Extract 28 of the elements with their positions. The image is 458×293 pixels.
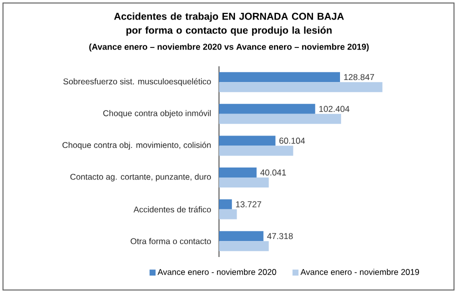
bar [219,231,264,242]
y-tick-label: Contacto ag. cortante, punzante, duro [70,174,211,182]
bar [219,136,276,146]
bar [219,114,342,124]
legend-label: Avance enero - noviembre 2020 [158,268,276,275]
bar [219,72,340,82]
bar [219,209,237,220]
y-tick-label: Otra forma o contacto [130,238,211,244]
y-tick-label: Choque contra obj. movimiento, colisión [62,142,211,150]
chart-subtitle: (Avance enero – noviembre 2020 vs Avance enero – noviembre 2019) [89,44,369,52]
data-label: 102.404 [319,106,350,112]
chart-title: Accidentes de trabajo EN JORNADA CON BAJA por forma o contacto que produjo la lesión [114,12,344,36]
bar [219,82,382,92]
bar [219,241,269,252]
data-label: 13.727 [236,201,262,208]
data-label: 60.104 [279,138,305,144]
y-tick-label: Accidentes de tráfico [134,206,211,212]
bar [219,178,269,188]
data-label: 40.041 [260,169,286,176]
legend-label: Avance enero - noviembre 2019 [300,268,420,275]
bar [219,199,232,210]
bar [219,104,316,114]
data-label: 47.318 [267,233,293,240]
bar [219,168,257,178]
data-label: 128.847 [344,74,374,80]
bar [219,146,294,156]
y-tick-label: Choque contra objeto inmóvil [103,110,211,118]
y-tick-label: Sobreesfuerzo sist. musculoesquelético [63,78,211,86]
